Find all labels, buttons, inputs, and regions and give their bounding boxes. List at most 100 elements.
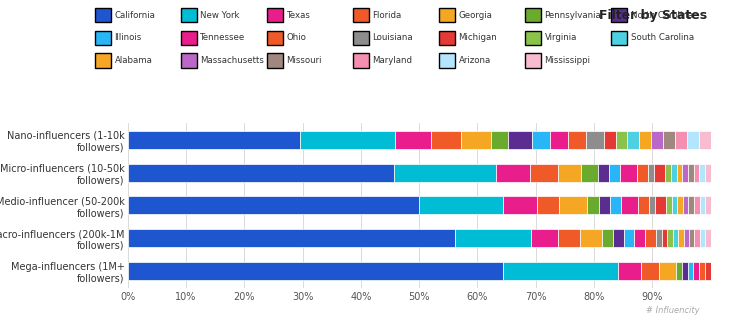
- Bar: [580, 229, 601, 247]
- Bar: [612, 229, 623, 247]
- Text: Alabama: Alabama: [114, 56, 152, 65]
- Bar: [537, 196, 559, 215]
- Bar: [300, 131, 395, 149]
- Bar: [128, 164, 394, 182]
- Bar: [550, 131, 568, 149]
- Bar: [667, 229, 673, 247]
- Bar: [128, 262, 503, 280]
- Text: Arizona: Arizona: [459, 56, 491, 65]
- Text: Tennessee: Tennessee: [200, 33, 246, 42]
- Bar: [508, 131, 532, 149]
- Text: # Influencity: # Influencity: [646, 306, 700, 315]
- Bar: [588, 196, 599, 215]
- Bar: [568, 131, 586, 149]
- Bar: [671, 164, 677, 182]
- Text: Louisiana: Louisiana: [373, 33, 413, 42]
- Bar: [682, 262, 687, 280]
- Bar: [645, 229, 656, 247]
- Bar: [601, 229, 612, 247]
- Bar: [609, 164, 620, 182]
- Bar: [671, 196, 677, 215]
- Text: Florida: Florida: [373, 10, 402, 20]
- Bar: [623, 229, 634, 247]
- Bar: [604, 131, 615, 149]
- Bar: [642, 262, 659, 280]
- Bar: [677, 164, 682, 182]
- Bar: [655, 196, 666, 215]
- Bar: [654, 164, 666, 182]
- Bar: [532, 131, 550, 149]
- Bar: [598, 164, 609, 182]
- Bar: [699, 164, 705, 182]
- Text: New York: New York: [200, 10, 240, 20]
- Bar: [688, 164, 694, 182]
- Bar: [700, 229, 706, 247]
- Bar: [662, 229, 667, 247]
- Bar: [675, 131, 687, 149]
- Bar: [688, 196, 694, 215]
- Text: Ohio: Ohio: [286, 33, 306, 42]
- Bar: [558, 229, 580, 247]
- Text: Maryland: Maryland: [373, 56, 413, 65]
- Bar: [659, 262, 676, 280]
- Bar: [656, 229, 662, 247]
- Bar: [431, 131, 461, 149]
- Bar: [455, 229, 531, 247]
- Bar: [678, 229, 684, 247]
- Bar: [666, 196, 671, 215]
- Bar: [419, 196, 503, 215]
- Text: Virginia: Virginia: [545, 33, 577, 42]
- Text: Georgia: Georgia: [459, 10, 492, 20]
- Bar: [693, 262, 699, 280]
- Bar: [689, 229, 695, 247]
- Bar: [663, 131, 675, 149]
- Bar: [700, 196, 705, 215]
- Text: Filter by States: Filter by States: [599, 9, 707, 22]
- Bar: [620, 164, 637, 182]
- Bar: [651, 131, 663, 149]
- Bar: [599, 196, 610, 215]
- Bar: [395, 131, 431, 149]
- Bar: [705, 164, 711, 182]
- Text: California: California: [114, 10, 155, 20]
- Bar: [677, 196, 683, 215]
- Bar: [461, 131, 491, 149]
- Bar: [706, 229, 711, 247]
- Bar: [394, 164, 496, 182]
- Bar: [128, 131, 300, 149]
- Bar: [666, 164, 671, 182]
- Bar: [699, 131, 711, 149]
- Bar: [586, 131, 604, 149]
- Bar: [639, 131, 651, 149]
- Text: Michigan: Michigan: [459, 33, 497, 42]
- Bar: [496, 164, 529, 182]
- Bar: [683, 196, 688, 215]
- Bar: [503, 196, 537, 215]
- Bar: [637, 164, 649, 182]
- Bar: [529, 164, 558, 182]
- Bar: [503, 262, 618, 280]
- Bar: [649, 164, 654, 182]
- Bar: [621, 196, 638, 215]
- Bar: [687, 131, 699, 149]
- Bar: [695, 229, 700, 247]
- Text: South Carolina: South Carolina: [631, 33, 694, 42]
- Bar: [682, 164, 688, 182]
- Bar: [634, 229, 645, 247]
- Text: Missouri: Missouri: [286, 56, 322, 65]
- Bar: [699, 262, 705, 280]
- Bar: [128, 229, 455, 247]
- Bar: [580, 164, 598, 182]
- Bar: [684, 229, 689, 247]
- Bar: [558, 164, 580, 182]
- Text: North Carolina: North Carolina: [631, 10, 693, 20]
- Text: Texas: Texas: [286, 10, 311, 20]
- Text: Pennsylvania: Pennsylvania: [545, 10, 601, 20]
- Bar: [705, 262, 711, 280]
- Bar: [615, 131, 628, 149]
- Bar: [628, 131, 639, 149]
- Bar: [694, 196, 700, 215]
- Text: Illinois: Illinois: [114, 33, 141, 42]
- Bar: [491, 131, 508, 149]
- Bar: [610, 196, 621, 215]
